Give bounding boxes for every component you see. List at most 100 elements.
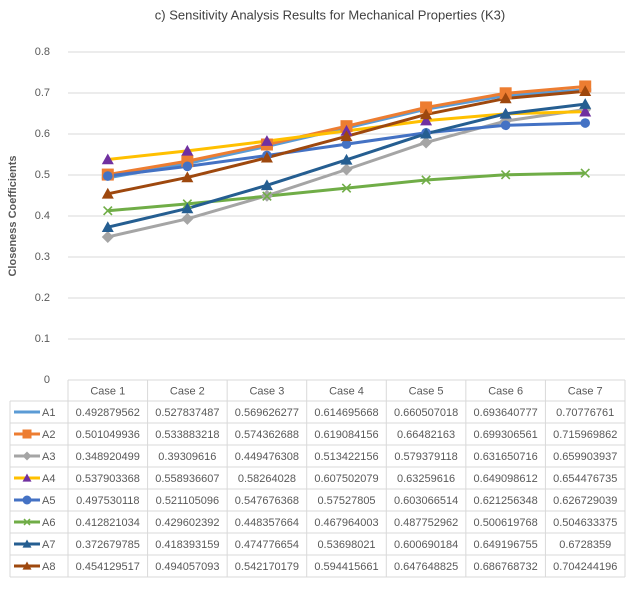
marker: [262, 191, 272, 201]
marker: [341, 139, 352, 149]
table-value: 0.537903368: [76, 473, 140, 485]
legend-entry: A5: [14, 495, 55, 507]
table-value: 0.39309616: [158, 451, 216, 463]
x-tick-label: Case 7: [568, 385, 603, 397]
table-value: 0.454129517: [76, 561, 140, 573]
x-tick-label: Case 2: [170, 385, 205, 397]
table-value: 0.654476735: [553, 473, 617, 485]
y-tick-label: 0.1: [35, 333, 50, 345]
table-value: 0.58264028: [238, 473, 296, 485]
x-tick-label: Case 1: [90, 385, 125, 397]
legend-label: A3: [42, 451, 55, 463]
marker: [340, 153, 353, 165]
marker: [499, 107, 512, 119]
table-value: 0.66482163: [397, 429, 455, 441]
y-tick-label: 0.4: [35, 210, 50, 222]
table-value: 0.504633375: [553, 517, 617, 529]
table-value: 0.574362688: [235, 429, 299, 441]
legend-marker: [22, 451, 32, 461]
y-tick-label: 0.3: [35, 251, 50, 263]
marker: [420, 114, 433, 126]
table-value: 0.660507018: [394, 407, 458, 419]
marker: [181, 212, 194, 225]
table-value: 0.492879562: [76, 407, 140, 419]
legend-entry: A8: [14, 561, 55, 573]
table-value: 0.614695668: [314, 407, 378, 419]
marker: [341, 183, 352, 193]
marker: [579, 98, 592, 109]
marker: [181, 202, 194, 214]
y-tick-label: 0.5: [35, 169, 50, 181]
table-value: 0.649098612: [474, 473, 538, 485]
marker: [500, 169, 511, 180]
table-value: 0.513422156: [314, 451, 378, 463]
y-axis-label: Closeness Coefficients: [7, 155, 19, 276]
table-value: 0.418393159: [155, 539, 219, 551]
marker: [182, 161, 193, 172]
table-value: 0.448357664: [235, 517, 299, 529]
x-tick-label: Case 6: [488, 385, 523, 397]
table-value: 0.53698021: [317, 539, 375, 551]
x-tick-label: Case 4: [329, 385, 364, 397]
table-value: 0.603066514: [394, 495, 458, 507]
table-value: 0.527837487: [155, 407, 219, 419]
table-value: 0.494057093: [155, 561, 219, 573]
marker: [420, 108, 433, 120]
marker: [580, 118, 591, 128]
table-value: 0.619084156: [314, 429, 378, 441]
table-value: 0.474776654: [235, 539, 299, 551]
table-value: 0.372679785: [76, 539, 140, 551]
marker: [500, 120, 511, 131]
table-value: 0.501049936: [76, 429, 140, 441]
table-value: 0.607502079: [314, 473, 378, 485]
table-value: 0.631650716: [474, 451, 538, 463]
table-value: 0.693640777: [474, 407, 538, 419]
legend-marker: [22, 429, 32, 439]
marker: [579, 105, 592, 117]
table-value: 0.594415661: [314, 561, 378, 573]
table-value: 0.348920499: [76, 451, 140, 463]
marker: [260, 179, 273, 191]
marker: [101, 221, 114, 233]
marker: [499, 92, 512, 104]
table-value: 0.449476308: [235, 451, 299, 463]
chart-title: c) Sensitivity Analysis Results for Mech…: [155, 7, 505, 22]
x-tick-label: Case 3: [249, 385, 284, 397]
table-value: 0.521105096: [156, 495, 219, 507]
table-value: 0.647648825: [394, 561, 458, 573]
legend-entry: A1: [14, 407, 55, 419]
y-tick-label: 0.6: [35, 128, 50, 140]
table-value: 0.500619768: [474, 517, 538, 529]
table-value: 0.569626277: [235, 407, 299, 419]
marker: [181, 144, 194, 156]
marker: [260, 135, 273, 146]
legend-label: A4: [42, 473, 55, 485]
marker: [340, 130, 353, 142]
table-value: 0.715969862: [553, 429, 617, 441]
marker: [101, 230, 114, 243]
table-value: 0.412821034: [76, 517, 140, 529]
marker: [260, 151, 273, 163]
legend-marker: [22, 495, 32, 505]
table-value: 0.704244196: [553, 561, 617, 573]
marker: [421, 175, 431, 185]
legend-label: A5: [42, 495, 55, 507]
marker: [420, 101, 433, 114]
legend-label: A8: [42, 561, 55, 573]
legend-label: A7: [42, 539, 55, 551]
legend-marker: [22, 473, 32, 482]
marker: [103, 205, 113, 216]
table-value: 0.579379118: [394, 451, 457, 463]
table-value: 0.699306561: [474, 429, 538, 441]
table-value: 0.497530118: [76, 495, 139, 507]
table-value: 0.467964003: [314, 517, 378, 529]
y-tick-label: 0.7: [35, 87, 50, 99]
table-value: 0.487752962: [394, 517, 458, 529]
legend-label: A1: [42, 407, 55, 419]
marker: [101, 153, 114, 165]
legend-marker: [22, 539, 32, 548]
legend-marker: [22, 561, 32, 570]
marker: [181, 171, 194, 183]
